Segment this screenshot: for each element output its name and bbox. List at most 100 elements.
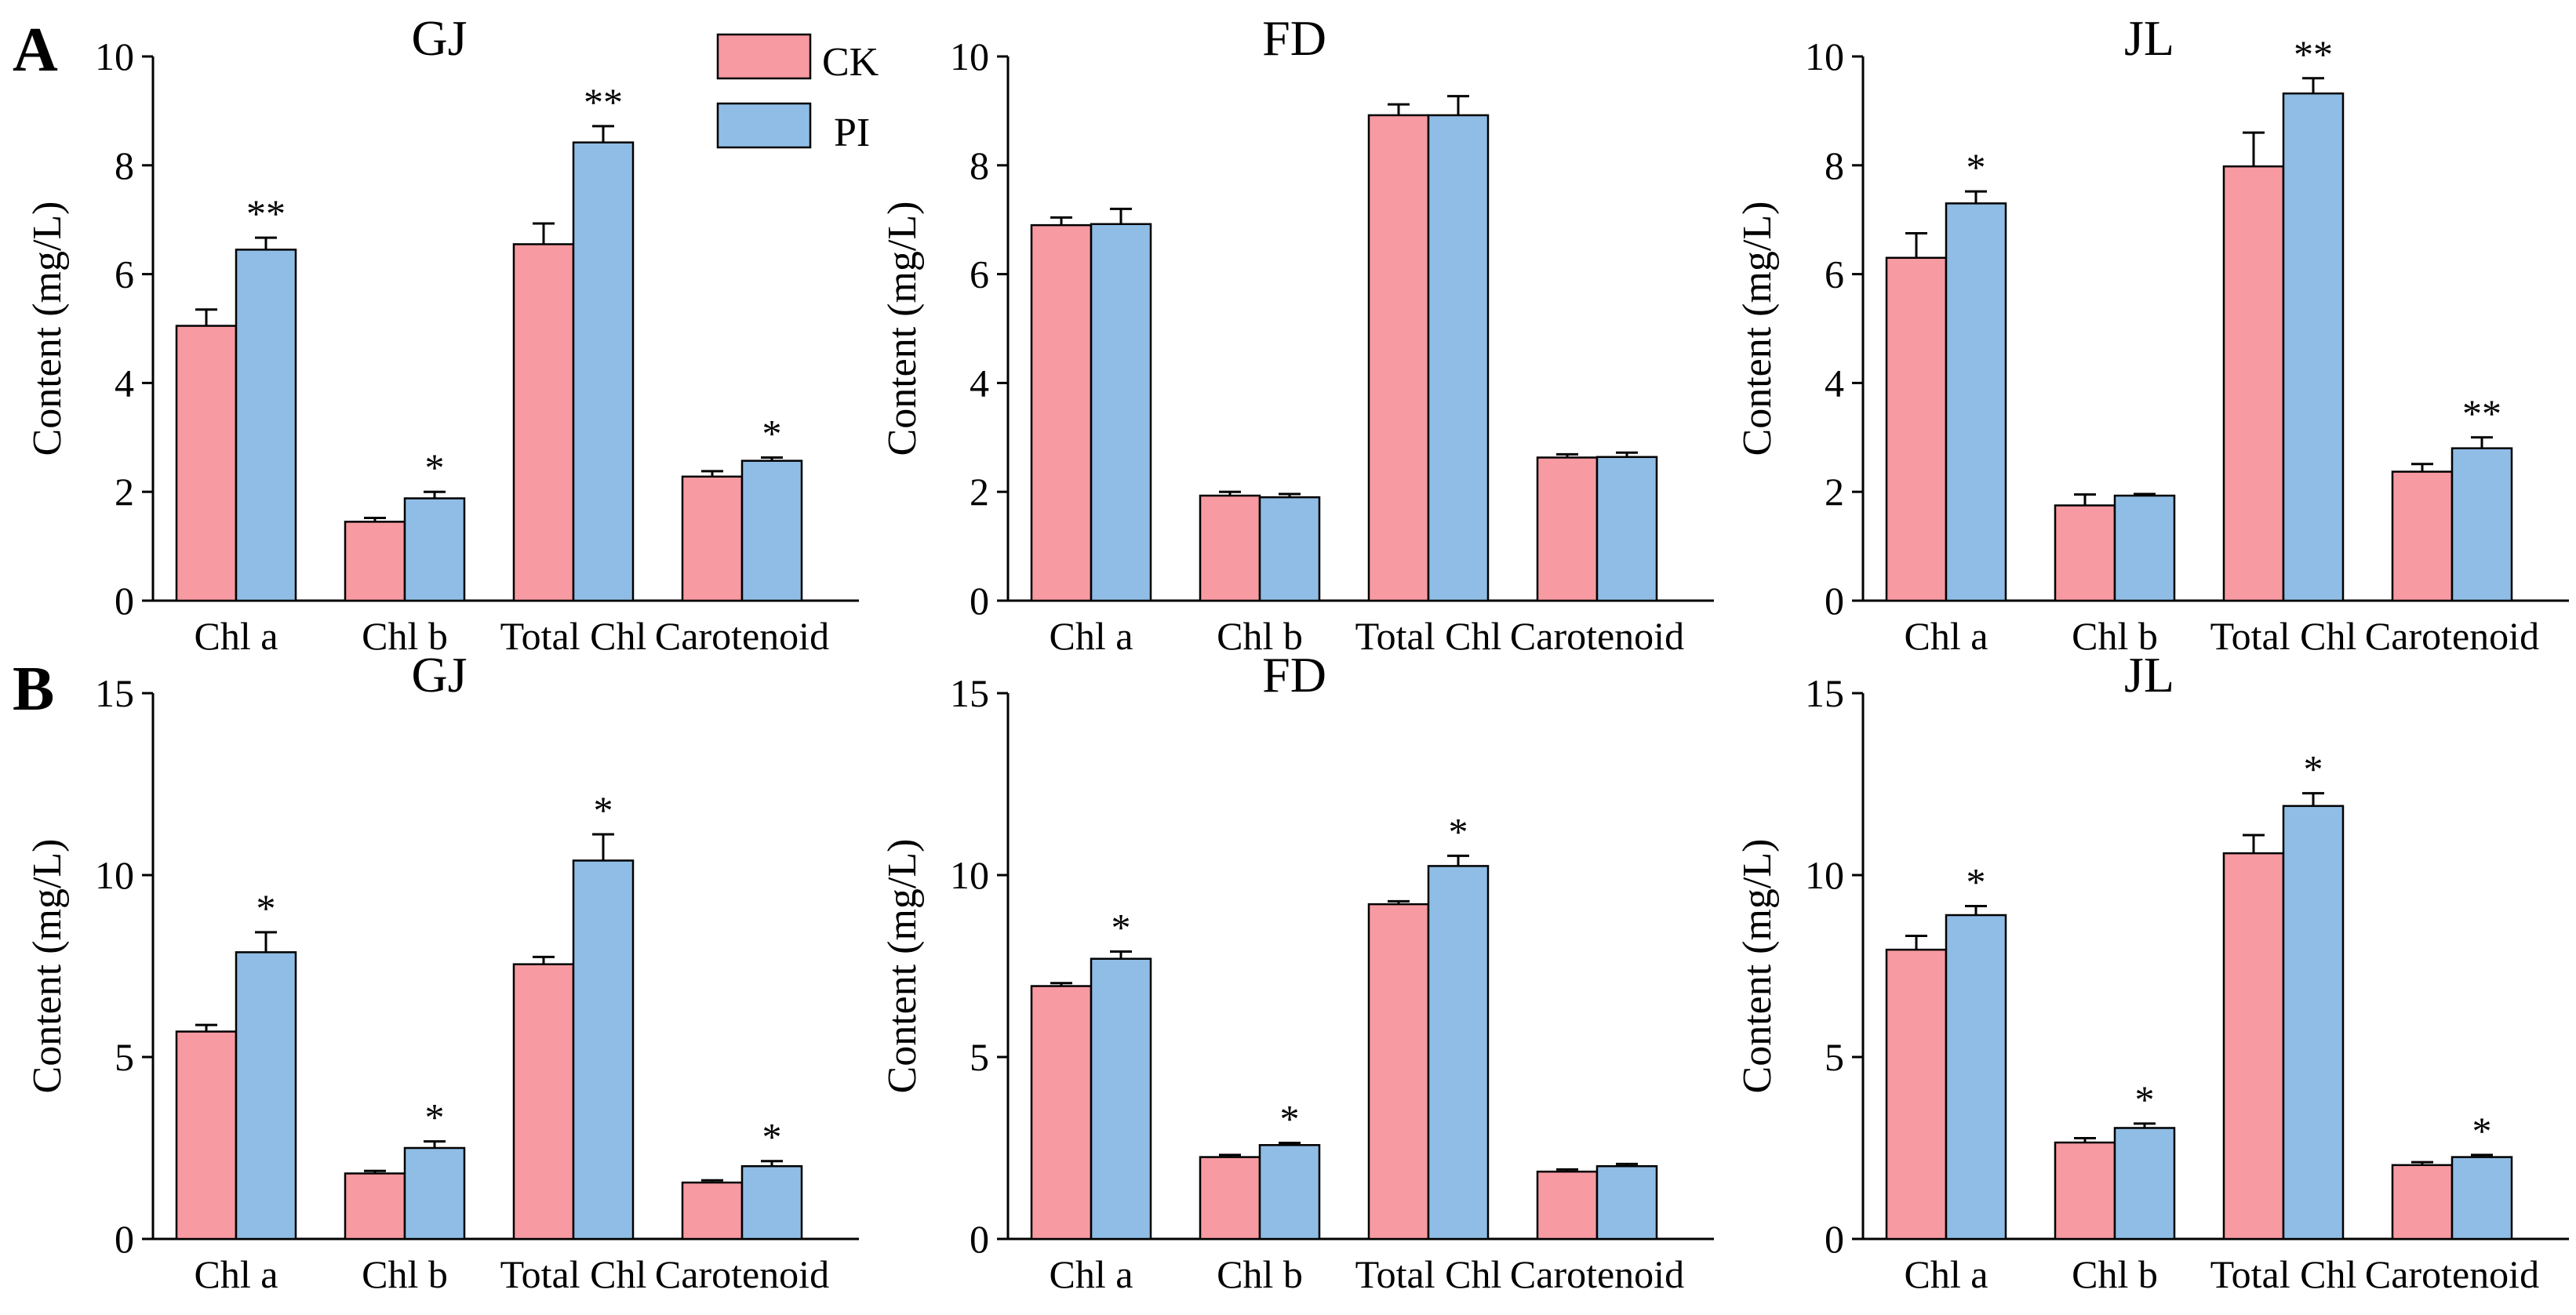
y-tick-label: 15 (950, 671, 989, 715)
error-bar (761, 456, 783, 461)
y-tick-label: 2 (970, 470, 989, 514)
error-bar (1388, 103, 1410, 115)
y-tick-label: 4 (115, 361, 134, 405)
significance-marker: ** (2294, 32, 2333, 76)
x-tick-label: Chl b (2072, 614, 2158, 658)
y-axis-label: Content (mg/L) (880, 202, 925, 456)
error-bar (533, 222, 555, 245)
y-tick-label: 15 (95, 671, 134, 715)
error-bar (1616, 451, 1638, 457)
significance-marker: * (2135, 1077, 2155, 1121)
significance-marker: * (762, 411, 782, 455)
error-bar (1616, 1162, 1638, 1167)
bar-ck (1199, 1156, 1261, 1241)
bar-ck (2391, 470, 2454, 602)
significance-marker: * (1449, 809, 1468, 853)
bar-pi (2282, 805, 2345, 1241)
error-bar (1965, 904, 1987, 916)
error-bar (255, 236, 277, 250)
panel-label: B (13, 655, 54, 724)
error-bar (1388, 899, 1410, 905)
x-tick-label: Chl a (195, 614, 278, 658)
significance-marker: * (257, 886, 276, 930)
bar-ck (1030, 223, 1093, 602)
error-bar (2134, 492, 2156, 496)
x-tick-label: Chl a (195, 1252, 278, 1296)
y-axis-label: Content (mg/L) (25, 202, 70, 456)
bar-ck (1367, 903, 1430, 1241)
bar-ck (2222, 852, 2285, 1241)
bar-pi (235, 249, 297, 602)
significance-marker: * (1280, 1097, 1300, 1141)
error-bar (1447, 854, 1469, 866)
y-tick-label: 8 (970, 143, 989, 187)
bar-pi (1090, 223, 1152, 602)
y-tick-label: 0 (970, 579, 989, 623)
error-bar (1279, 1142, 1301, 1146)
legend-swatch-ck (716, 33, 812, 80)
bar-pi (1427, 865, 1490, 1241)
x-tick-label: Total Chl (1355, 614, 1502, 658)
y-tick-label: 6 (970, 252, 989, 296)
error-bar (364, 1169, 386, 1174)
bar-pi (572, 141, 635, 602)
y-tick-label: 0 (1825, 579, 1844, 623)
bar-pi (2450, 1156, 2513, 1241)
bar-ck (175, 1030, 238, 1241)
y-axis-label: Content (mg/L) (1735, 202, 1780, 456)
legend-label-ck: CK (822, 40, 879, 85)
y-tick-label: 10 (95, 35, 134, 78)
error-bar (2411, 1161, 2433, 1165)
error-bar (2074, 493, 2096, 506)
error-bar (195, 1023, 217, 1032)
error-bar (424, 490, 446, 499)
chart-title: JL (2124, 647, 2174, 703)
error-bar (1050, 982, 1072, 986)
x-tick-label: Total Chl (500, 1252, 647, 1296)
error-bar (1905, 934, 1927, 950)
x-tick-label: Carotenoid (2365, 614, 2539, 658)
error-bar (2074, 1136, 2096, 1143)
y-tick-label: 5 (1825, 1035, 1844, 1079)
x-tick-label: Total Chl (500, 614, 647, 658)
significance-marker: * (425, 1095, 445, 1139)
error-bar (592, 833, 614, 861)
y-tick-label: 6 (1825, 252, 1844, 296)
y-tick-label: 2 (1825, 470, 1844, 514)
error-bar (1279, 492, 1301, 498)
bar-pi (1595, 456, 1658, 602)
error-bar (1219, 1153, 1241, 1157)
error-bar (195, 308, 217, 326)
bar-ck (2054, 1141, 2116, 1241)
y-axis-label: Content (mg/L) (1735, 839, 1780, 1094)
y-axis-label: Content (mg/L) (880, 839, 925, 1094)
significance-marker: ** (2462, 391, 2501, 435)
y-tick-label: 2 (115, 470, 134, 514)
bar-pi (1427, 114, 1490, 602)
error-bar (364, 517, 386, 522)
bar-ck (681, 475, 744, 602)
bar-pi (2282, 92, 2345, 602)
y-tick-label: 8 (1825, 143, 1844, 187)
bar-ck (1885, 256, 1948, 602)
bar-pi (2113, 494, 2176, 602)
panel-label: A (13, 16, 58, 85)
y-tick-label: 5 (970, 1035, 989, 1079)
bar-pi (1595, 1164, 1658, 1241)
significance-marker: * (594, 788, 613, 832)
x-tick-label: Carotenoid (655, 614, 829, 658)
x-tick-label: Chl a (1050, 614, 1133, 658)
x-tick-label: Total Chl (2210, 1252, 2357, 1296)
bar-ck (2222, 165, 2285, 602)
bar-ck (175, 325, 238, 602)
error-bar (1050, 216, 1072, 226)
bar-ck (1199, 494, 1261, 602)
error-bar (533, 955, 555, 964)
y-tick-label: 10 (95, 853, 134, 897)
significance-marker: * (1967, 859, 1986, 903)
chart-title: GJ (411, 647, 467, 703)
error-bar (1219, 490, 1241, 496)
chart-title: GJ (411, 10, 467, 66)
bar-ck (681, 1181, 744, 1241)
